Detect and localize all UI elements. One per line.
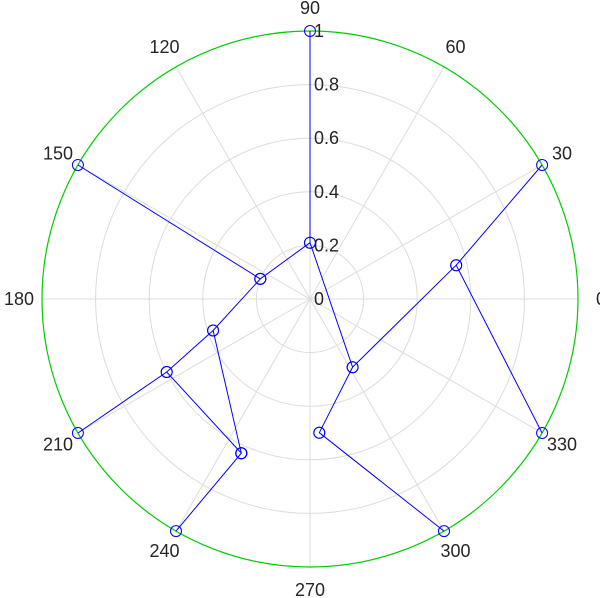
data-point-0: [304, 25, 316, 37]
angle-label-180: 180: [4, 289, 34, 309]
angle-label-240: 240: [149, 541, 179, 561]
data-series: [71, 25, 549, 538]
grid-spoke-30: [309, 164, 543, 300]
radial-tick-labels: 0 0.2 0.4 0.6 0.8 1: [314, 21, 339, 309]
grid-spoke-150: [77, 164, 311, 300]
grid-spoke-60: [309, 66, 445, 300]
angle-label-60: 60: [445, 37, 465, 57]
angle-label-30: 30: [552, 144, 572, 164]
data-point-15: [254, 272, 267, 285]
data-point-23: [536, 427, 549, 439]
grid-spoke-210: [77, 298, 311, 434]
data-point-19: [438, 525, 450, 538]
data-point-24: [450, 259, 463, 272]
data-point-14: [207, 324, 220, 337]
data-point-16: [304, 236, 316, 249]
grid-spoke-330: [309, 298, 543, 434]
grid-spoke-240: [175, 298, 311, 532]
angle-tick-labels: 0 30 60 90 120 150 180 210 240 270 300 330: [4, 0, 600, 598]
angle-label-300: 300: [440, 541, 470, 561]
radial-label-0.2: 0.2: [314, 235, 339, 255]
data-point-13: [235, 447, 248, 460]
angle-label-150: 150: [43, 144, 73, 164]
data-point-12: [170, 525, 182, 538]
grid-spoke-120: [175, 66, 311, 300]
angle-label-0: 0: [596, 289, 600, 309]
data-point-25: [536, 159, 549, 171]
data-point-20: [313, 426, 326, 439]
radial-label-0.6: 0.6: [314, 128, 339, 148]
angle-label-90: 90: [300, 0, 320, 18]
data-point-3: [71, 159, 84, 171]
angle-label-330: 330: [547, 435, 577, 455]
angle-label-120: 120: [149, 37, 179, 57]
angle-label-210: 210: [43, 435, 73, 455]
radial-label-0: 0: [314, 289, 324, 309]
data-point-21: [346, 361, 359, 374]
radial-label-0.4: 0.4: [314, 182, 339, 202]
radial-label-1: 1: [314, 21, 324, 41]
data-point-7: [71, 427, 84, 439]
data-point-8: [160, 366, 173, 378]
series-line-0: [77, 31, 543, 532]
grid-spoke-300: [309, 298, 445, 532]
polar-grid: [42, 31, 578, 567]
angle-label-270: 270: [295, 580, 325, 598]
radial-label-0.8: 0.8: [314, 75, 339, 95]
